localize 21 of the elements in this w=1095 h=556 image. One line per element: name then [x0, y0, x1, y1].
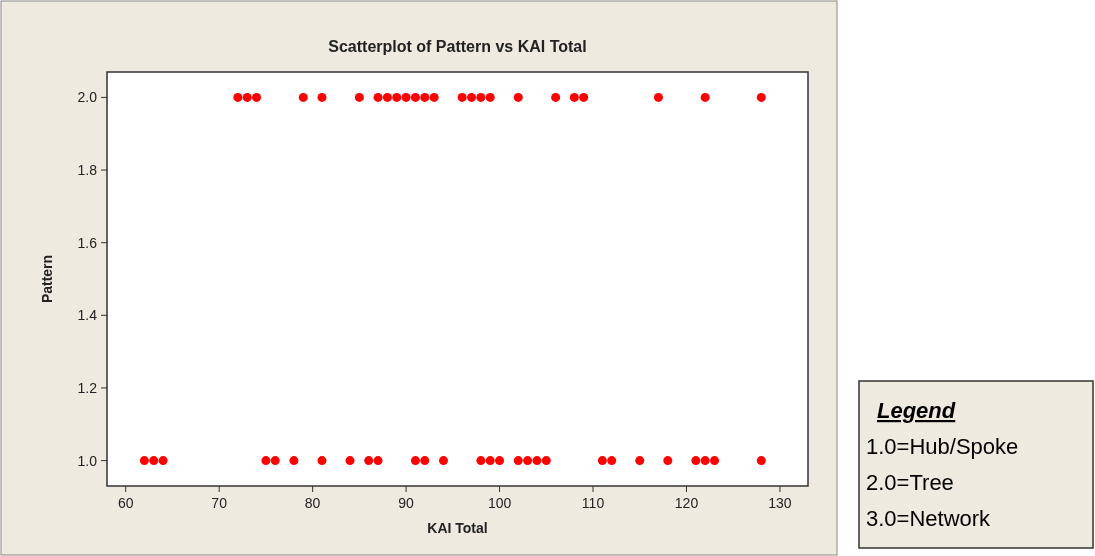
x-tick-label: 130: [768, 495, 792, 511]
chart-title: Scatterplot of Pattern vs KAI Total: [328, 38, 587, 55]
x-axis-title: KAI Total: [427, 520, 488, 536]
text: 1.0=Hub/Spoke: [866, 434, 1019, 459]
text: Legend: [877, 398, 956, 423]
y-axis-title: Pattern: [39, 254, 55, 304]
x-tick-label: 80: [304, 495, 321, 511]
x-tick-label: 110: [581, 495, 605, 511]
y-tick-label: 1.4: [77, 307, 98, 324]
y-tick-label: 1.0: [77, 452, 98, 469]
y-tick-label: 1.2: [77, 379, 98, 396]
y-tick-label: 2.0: [77, 89, 98, 106]
y-tick-label: 1.6: [77, 234, 98, 251]
x-tick-label: 60: [117, 495, 134, 511]
x-tick-label: 90: [398, 495, 415, 511]
text: 3.0=Network: [866, 506, 992, 531]
x-tick-label: 120: [674, 495, 699, 511]
text: 2.0=Tree: [866, 470, 954, 495]
x-tick-label: 100: [487, 495, 512, 511]
y-tick-label: 1.8: [77, 162, 98, 179]
x-tick-label: 70: [211, 495, 228, 511]
